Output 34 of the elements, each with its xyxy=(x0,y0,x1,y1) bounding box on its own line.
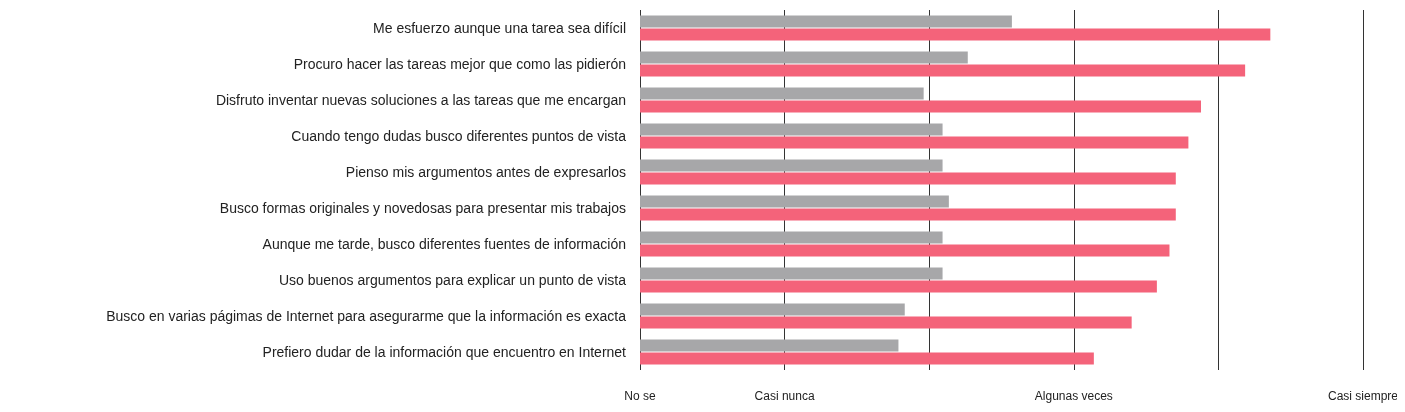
bar xyxy=(640,267,943,280)
bar xyxy=(640,123,943,136)
y-tick-label: Busco en varias págimas de Internet para asegurarme que la información es exacta xyxy=(106,308,627,324)
bar xyxy=(640,136,1189,149)
bar xyxy=(640,28,1271,41)
y-tick-label: Busco formas originales y novedosas para presentar mis trabajos xyxy=(219,200,626,216)
y-tick-label: Aunque me tarde, busco diferentes fuentes de información xyxy=(262,236,626,252)
y-tick-label: Procuro hacer las tareas mejor que como las pidierón xyxy=(293,56,626,72)
text: No se xyxy=(624,389,656,403)
y-tick-label: Cuando tengo dudas busco diferentes puntos de vista xyxy=(291,128,627,144)
text: Casi siempre xyxy=(1327,389,1399,403)
bar xyxy=(640,303,905,316)
bar xyxy=(640,87,924,100)
bar xyxy=(640,316,1132,329)
y-tick-label: Pienso mis argumentos antes de expresarlos xyxy=(345,164,626,180)
bar xyxy=(640,231,943,244)
bar xyxy=(640,51,968,64)
bar xyxy=(640,244,1170,257)
y-tick-label: Uso buenos argumentos para explicar un punto de vista xyxy=(278,272,627,288)
text: Algunas veces xyxy=(1034,389,1113,403)
bar xyxy=(640,15,1012,28)
bar xyxy=(640,195,949,208)
bar xyxy=(640,172,1176,185)
bar xyxy=(640,208,1176,221)
bar xyxy=(640,352,1094,365)
bar xyxy=(640,280,1157,293)
bar xyxy=(640,100,1201,113)
bar xyxy=(640,159,943,172)
y-tick-label: Prefiero dudar de la información que encuentro en Internet xyxy=(262,344,627,360)
y-tick-label: Disfruto inventar nuevas soluciones a las tareas que me encargan xyxy=(215,92,626,108)
y-tick-label: Me esfuerzo aunque una tarea sea difícil xyxy=(373,20,626,36)
text: Casi nunca xyxy=(754,389,815,403)
bar xyxy=(640,64,1246,77)
bar xyxy=(640,339,899,352)
